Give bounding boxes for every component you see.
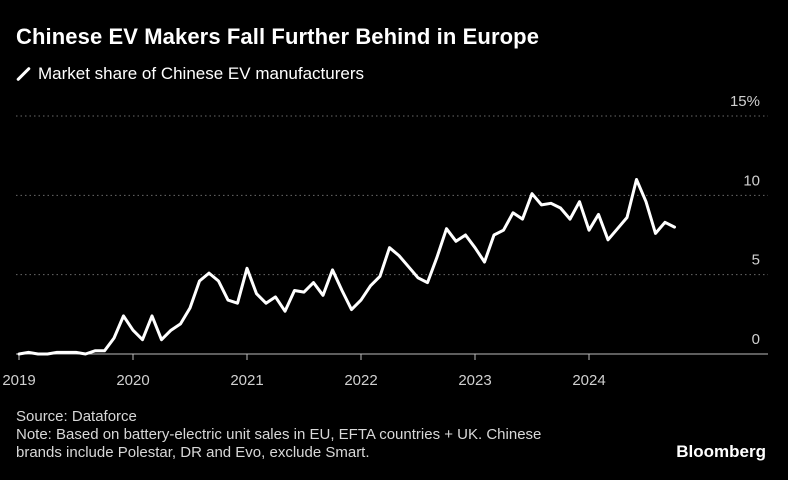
series — [17, 178, 676, 356]
y-axis: 0 5 10 15% — [730, 93, 760, 348]
source-note: Source: Dataforce — [16, 408, 137, 425]
chart-title: Chinese EV Makers Fall Further Behind in… — [16, 24, 540, 49]
bloomberg-logo: Bloomberg — [676, 442, 766, 461]
y-tick-label: 15% — [730, 93, 760, 110]
note-line-1: Note: Based on battery-electric unit sal… — [16, 426, 542, 443]
note-line-2: brands include Polestar, DR and Evo, exc… — [16, 444, 370, 461]
x-tick-label: 2020 — [116, 372, 149, 389]
x-tick-label: 2021 — [230, 372, 263, 389]
series-line — [17, 178, 676, 356]
y-tick-label: 0 — [752, 331, 760, 348]
x-tick-label: 2022 — [344, 372, 377, 389]
y-tick-label: 10 — [743, 172, 760, 189]
x-tick-label: 2019 — [2, 372, 35, 389]
x-axis: 2019 2020 2021 2022 2023 2024 — [2, 353, 768, 389]
legend: Market share of Chinese EV manufacturers — [16, 64, 364, 84]
line-chart: 2019 2020 2021 2022 2023 2024 0 5 10 15% — [2, 93, 768, 389]
legend-label: Market share of Chinese EV manufacturers — [38, 64, 364, 83]
x-tick-label: 2023 — [458, 372, 491, 389]
x-tick-label: 2024 — [572, 372, 605, 389]
footer-notes: Source: Dataforce Note: Based on battery… — [16, 408, 616, 462]
y-tick-label: 5 — [752, 252, 760, 269]
